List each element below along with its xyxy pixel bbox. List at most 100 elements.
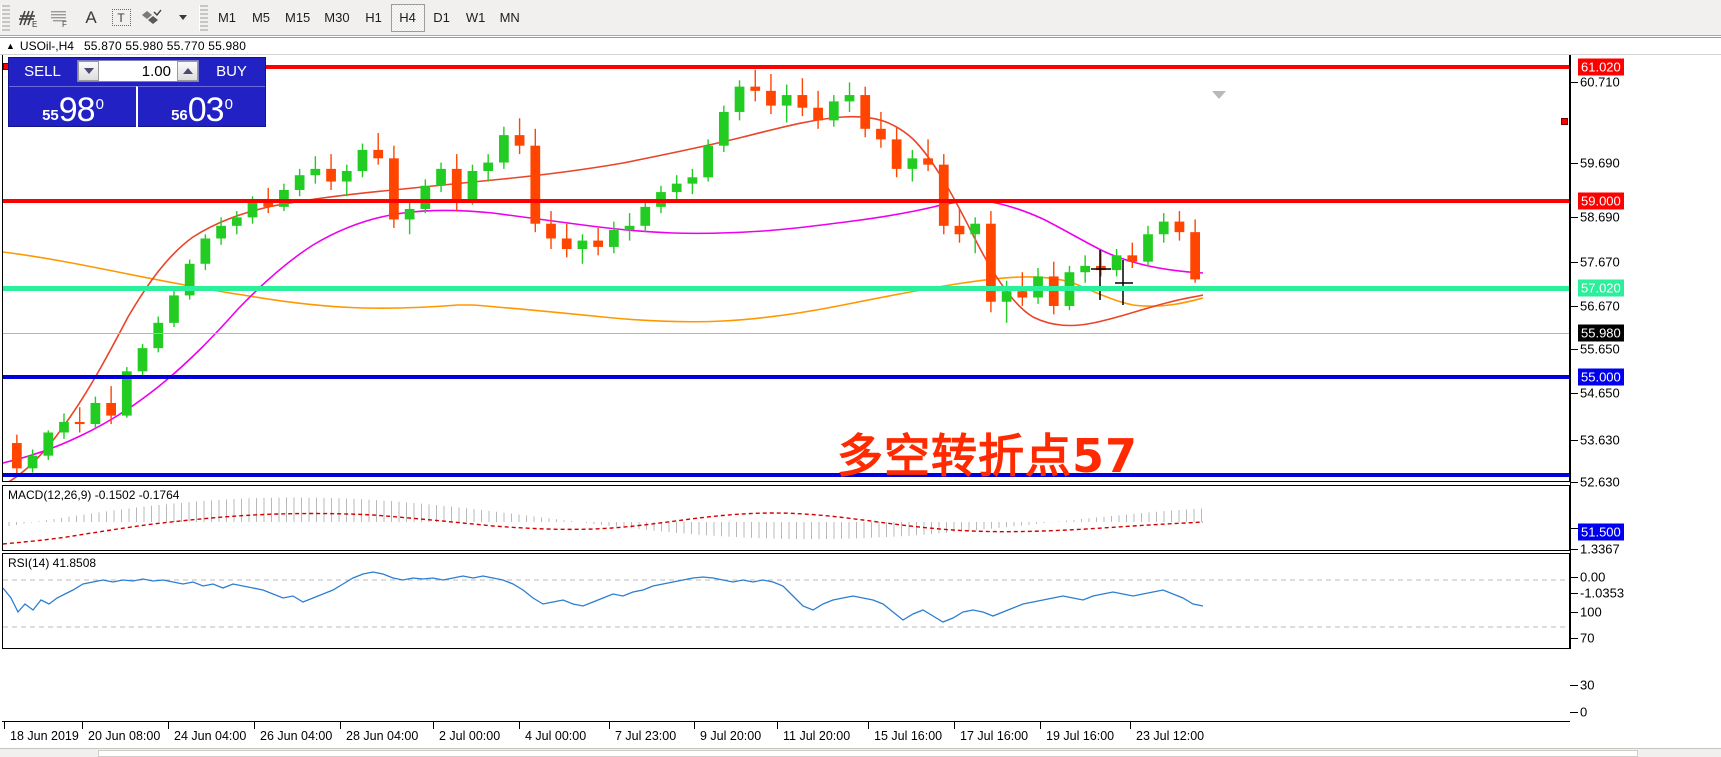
period-w1[interactable]: W1 — [465, 10, 486, 25]
axis-tick — [1570, 549, 1578, 550]
price-axis[interactable]: 61.020 60.710 59.690 59.000 58.690 57.670 57.0… — [1570, 55, 1721, 720]
candle-body — [750, 86, 761, 91]
time-axis-label: 23 Jul 12:00 — [1136, 729, 1205, 743]
volume-increment-button[interactable] — [177, 61, 198, 81]
sell-price-display[interactable]: 55 98 0 — [9, 86, 136, 128]
horizontal-scrollbar[interactable] — [98, 750, 1638, 757]
main-toolbar: E F A T — [0, 0, 1721, 36]
symbol-ohlc: 55.870 55.980 55.770 55.980 — [83, 39, 247, 53]
candle-body — [593, 240, 604, 247]
candle-body — [200, 238, 211, 264]
period-h1[interactable]: H1 — [365, 10, 382, 25]
time-axis-label: 19 Jul 16:00 — [1046, 729, 1115, 743]
candle-body — [499, 135, 509, 163]
sell-button[interactable]: SELL — [24, 62, 61, 80]
candle-body — [436, 168, 446, 186]
candle-body — [1111, 255, 1122, 271]
text-label-icon[interactable]: A — [85, 8, 97, 27]
price-axis-label: 56.670 — [1580, 298, 1620, 314]
period-m5[interactable]: M5 — [251, 10, 271, 25]
expert-advisors-icon[interactable]: E — [12, 3, 44, 33]
candle-body — [797, 95, 808, 108]
candle-body — [860, 95, 871, 129]
rsi-pane[interactable]: RSI(14) 41.8508 — [2, 553, 1570, 649]
chart-annotation-text[interactable]: 多空转折点57 — [837, 429, 1139, 482]
price-axis-marker-55980[interactable]: 55.980 — [1578, 324, 1624, 342]
one-click-trading-panel[interactable]: SELL 1.00 BUY 55 98 0 56 03 0 — [8, 57, 266, 128]
level-line-59000[interactable] — [3, 199, 1569, 203]
candle-body — [184, 263, 195, 296]
buy-price-display[interactable]: 56 03 0 — [136, 86, 265, 128]
period-m1[interactable]: M1 — [217, 10, 237, 25]
volume-input[interactable]: 1.00 — [99, 61, 177, 81]
level-line-51500[interactable] — [3, 473, 1569, 477]
time-axis-tick — [777, 722, 778, 729]
candle-body — [1080, 265, 1091, 273]
volume-decrement-button[interactable] — [78, 61, 99, 81]
axis-tick — [1570, 82, 1578, 83]
price-axis-marker-55000[interactable]: 55.000 — [1578, 368, 1624, 386]
pane-resize-triangle-icon[interactable] — [1212, 91, 1226, 99]
buy-price-int: 56 — [171, 107, 188, 124]
text-object-icon[interactable]: T — [106, 3, 136, 33]
price-axis-marker-57020[interactable]: 57.020 — [1578, 279, 1624, 297]
time-axis-tick — [1130, 722, 1131, 729]
time-axis-label: 26 Jun 04:00 — [260, 729, 333, 743]
volume-stepper[interactable]: 1.00 — [77, 60, 199, 82]
price-axis-label: 53.630 — [1580, 432, 1620, 448]
macd-chart-svg — [3, 497, 1204, 545]
level-line-55000[interactable] — [3, 375, 1569, 379]
candle-body — [43, 432, 54, 456]
macd-axis-label: 0.00 — [1580, 569, 1606, 585]
period-m30[interactable]: M30 — [324, 10, 350, 25]
period-mn[interactable]: MN — [499, 10, 520, 25]
candle-body — [294, 175, 305, 190]
candle-body — [27, 455, 38, 469]
svg-text:F: F — [62, 20, 67, 28]
price-axis-marker-61020[interactable]: 61.020 — [1578, 58, 1624, 76]
price-axis-label: 54.650 — [1580, 385, 1620, 401]
axis-tick — [1570, 482, 1578, 483]
macd-pane[interactable]: MACD(12,26,9) -0.1502 -0.1764 — [2, 485, 1570, 551]
axis-tick — [1570, 440, 1578, 441]
candle-body — [1190, 232, 1201, 280]
indicators-icon[interactable]: F — [44, 3, 76, 33]
symbol-info-bar: ▲ USOil-,H4 55.870 55.980 55.770 55.980 — [0, 37, 1721, 55]
period-m15[interactable]: M15 — [285, 10, 311, 25]
candle-body — [766, 90, 776, 106]
time-axis-tick — [340, 722, 341, 729]
macd-axis-label: -1.0353 — [1580, 585, 1625, 601]
objects-list-icon[interactable] — [136, 3, 168, 33]
axis-tick — [1570, 262, 1578, 263]
time-axis[interactable]: 18 Jun 2019 20 Jun 08:00 24 Jun 04:00 26 Ju… — [2, 721, 1570, 747]
level-line-55980 — [3, 333, 1569, 334]
candle-body — [813, 107, 823, 121]
period-d1[interactable]: D1 — [433, 10, 450, 25]
axis-tick — [1570, 306, 1578, 307]
period-toolbar-drag-handle[interactable] — [199, 4, 208, 31]
price-chart-svg — [3, 69, 1204, 481]
objects-dropdown-icon[interactable] — [168, 3, 198, 33]
candle-body — [467, 170, 478, 201]
axis-tick — [1570, 349, 1578, 350]
buy-button[interactable]: BUY — [216, 62, 247, 80]
level-line-61020[interactable] — [3, 65, 1569, 69]
toolbar-drag-handle[interactable] — [1, 4, 10, 31]
candle-body — [577, 240, 588, 250]
rsi-axis-label: 0 — [1580, 704, 1588, 720]
candle-body — [389, 158, 399, 220]
period-h4[interactable]: H4 — [390, 3, 425, 32]
candle-body — [938, 164, 949, 226]
candle-body — [546, 223, 556, 239]
time-axis-tick — [4, 722, 5, 729]
time-axis-label: 4 Jul 00:00 — [525, 729, 587, 743]
price-axis-marker-51500[interactable]: 51.500 — [1578, 523, 1624, 541]
price-axis-marker-59000[interactable]: 59.000 — [1578, 192, 1624, 210]
time-axis-tick — [1040, 722, 1041, 729]
candle-body — [1001, 291, 1012, 302]
level-line-57020[interactable] — [3, 286, 1569, 291]
collapse-triangle-icon[interactable]: ▲ — [6, 41, 15, 51]
candle-body — [404, 208, 415, 220]
level-handle-right[interactable] — [1561, 118, 1568, 125]
candle-body — [640, 206, 651, 226]
